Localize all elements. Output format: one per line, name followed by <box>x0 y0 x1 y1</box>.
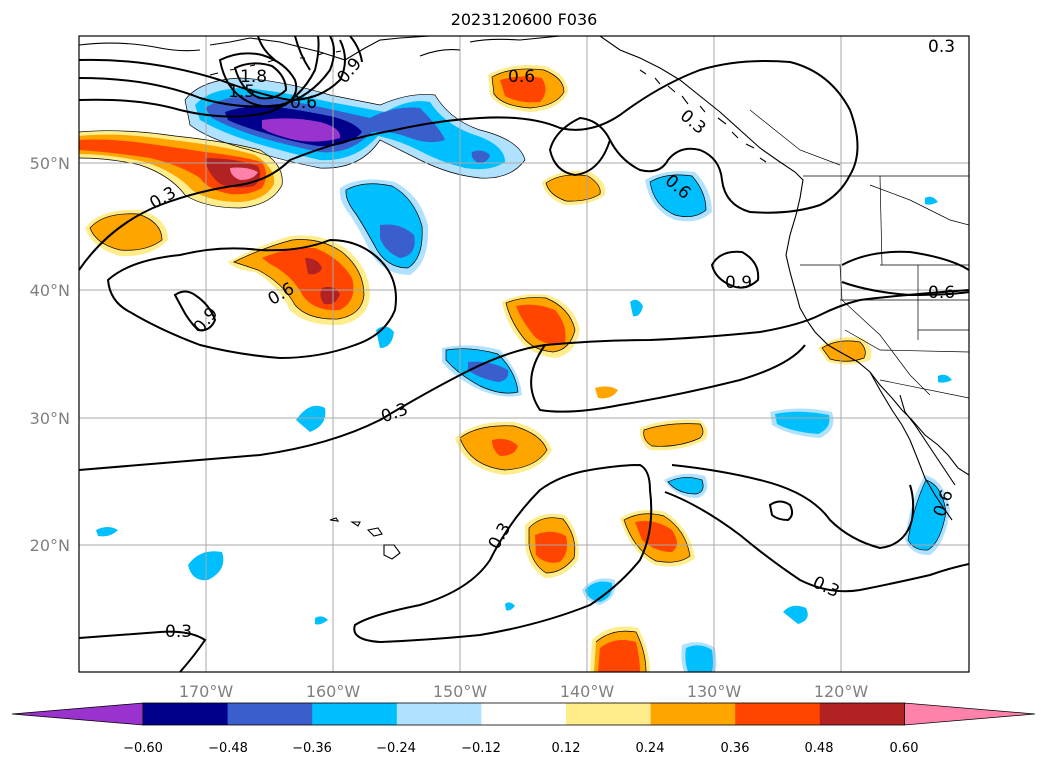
lat-label: 50°N <box>30 154 70 173</box>
contour-label: 1.8 <box>240 67 267 87</box>
contour-label: 1.5 <box>228 82 255 102</box>
lon-label: 130°W <box>687 682 742 701</box>
colorbar-tick-label: 0.24 <box>636 741 665 756</box>
lon-label: 160°W <box>306 682 361 701</box>
longitude-labels: 170°W 160°W 150°W 140°W 130°W 120°W <box>179 682 869 701</box>
lat-label: 20°N <box>30 536 70 555</box>
colorbar-extend-low <box>11 702 144 726</box>
lon-label: 150°W <box>433 682 488 701</box>
contour-label: 0.6 <box>290 93 317 113</box>
latitude-labels: 50°N 40°N 30°N 20°N <box>30 154 70 555</box>
colorbar-segment <box>735 703 821 725</box>
contour-label: 0.3 <box>165 622 192 642</box>
lat-label: 30°N <box>30 409 70 428</box>
contour-label: 0.6 <box>928 283 955 303</box>
colorbar-segment <box>396 703 482 725</box>
colorbar-tick-label: −0.12 <box>461 741 501 756</box>
contour-label: 0.6 <box>508 67 535 87</box>
coastlines <box>79 36 969 560</box>
map-panel: 1.8 1.5 0.6 0.3 0.6 0.3 0.6 0.9 0.6 0.3 … <box>30 35 970 701</box>
colorbar-tick-label: −0.48 <box>208 741 248 756</box>
colorbar-ticks: −0.60 −0.48 −0.36 −0.24 −0.12 0.12 0.24 … <box>123 741 918 756</box>
contour-label: 0.3 <box>928 37 955 57</box>
map-gridlines <box>79 36 969 672</box>
colorbar-tick-label: 0.48 <box>805 741 834 756</box>
colorbar-segment <box>650 703 736 725</box>
figure-title: 2023120600 F036 <box>451 10 598 29</box>
contour-lines <box>79 36 969 672</box>
colorbar-tick-label: 0.12 <box>552 741 581 756</box>
colorbar: −0.60 −0.48 −0.36 −0.24 −0.12 0.12 0.24 … <box>11 702 1036 756</box>
lon-label: 140°W <box>560 682 615 701</box>
colorbar-tick-label: −0.24 <box>376 741 416 756</box>
colorbar-segment <box>819 703 905 725</box>
colorbar-extend-high <box>904 702 1036 726</box>
colorbar-segment <box>566 703 652 725</box>
colorbar-segment <box>312 703 398 725</box>
colorbar-segments <box>11 702 1036 726</box>
colorbar-segment <box>481 703 567 725</box>
lon-label: 120°W <box>814 682 869 701</box>
lat-label: 40°N <box>30 281 70 300</box>
colorbar-segment <box>227 703 313 725</box>
colorbar-tick-label: −0.36 <box>292 741 332 756</box>
contour-label: 0.9 <box>725 273 752 293</box>
colorbar-outline <box>142 702 905 726</box>
map-frame <box>78 35 970 673</box>
shaded-anomaly-fields <box>79 65 952 672</box>
political-borders <box>749 109 969 399</box>
colorbar-tick-label: 0.36 <box>721 741 750 756</box>
colorbar-tick-label: 0.60 <box>890 741 919 756</box>
colorbar-tick-label: −0.60 <box>123 741 163 756</box>
colorbar-segment <box>143 703 229 725</box>
lon-label: 170°W <box>179 682 234 701</box>
